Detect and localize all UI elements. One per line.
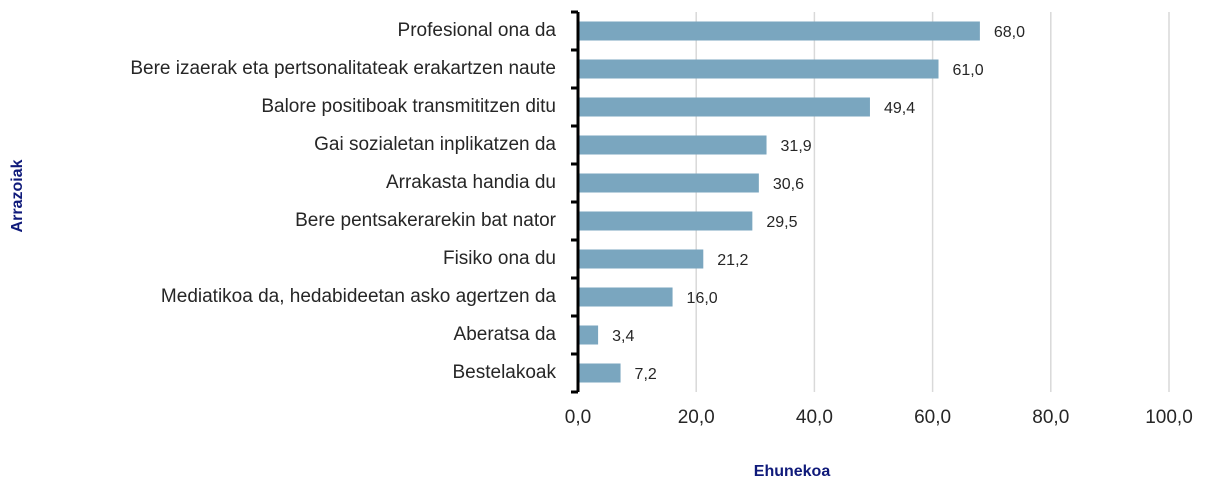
y-tick-label: Arrakasta handia du <box>386 172 556 193</box>
x-axis-title: Ehunekoa <box>754 463 831 480</box>
bar <box>578 287 673 307</box>
x-tick-label: 60,0 <box>914 407 951 428</box>
y-tick-label: Mediatikoa da, hedabideetan asko agertze… <box>161 286 556 307</box>
y-tick-label: Bere pentsakerarekin bat nator <box>295 210 557 231</box>
bar <box>578 363 621 383</box>
bar <box>578 173 759 193</box>
value-label: 61,0 <box>953 62 984 79</box>
y-tick-label: Aberatsa da <box>454 324 557 345</box>
bar <box>578 59 939 79</box>
bar <box>578 97 870 117</box>
bar <box>578 135 767 155</box>
value-label: 29,5 <box>766 214 797 231</box>
x-tick-label: 0,0 <box>565 407 591 428</box>
value-label: 30,6 <box>773 176 804 193</box>
y-tick-label: Gai sozialetan inplikatzen da <box>314 134 556 155</box>
x-tick-label: 40,0 <box>796 407 833 428</box>
bar <box>578 325 599 345</box>
x-tick-label: 100,0 <box>1145 407 1193 428</box>
value-label: 21,2 <box>717 252 748 269</box>
value-label: 16,0 <box>687 290 718 307</box>
y-tick-label: Bere izaerak eta pertsonalitateak erakar… <box>130 58 556 79</box>
y-tick-label: Bestelakoak <box>452 362 556 383</box>
value-label: 3,4 <box>612 328 634 345</box>
bar <box>578 211 753 231</box>
x-tick-label: 20,0 <box>678 407 715 428</box>
value-label: 68,0 <box>994 24 1025 41</box>
y-axis-title: Arrazoiak <box>9 159 26 232</box>
value-label: 49,4 <box>884 100 915 117</box>
x-tick-label: 80,0 <box>1032 407 1069 428</box>
bar <box>578 249 704 269</box>
value-label: 31,9 <box>781 138 812 155</box>
bar <box>578 21 980 41</box>
y-tick-label: Fisiko ona du <box>443 248 556 269</box>
value-label: 7,2 <box>635 366 657 383</box>
y-tick-label: Balore positiboak transmititzen ditu <box>261 96 556 117</box>
y-tick-label: Profesional ona da <box>398 20 557 41</box>
